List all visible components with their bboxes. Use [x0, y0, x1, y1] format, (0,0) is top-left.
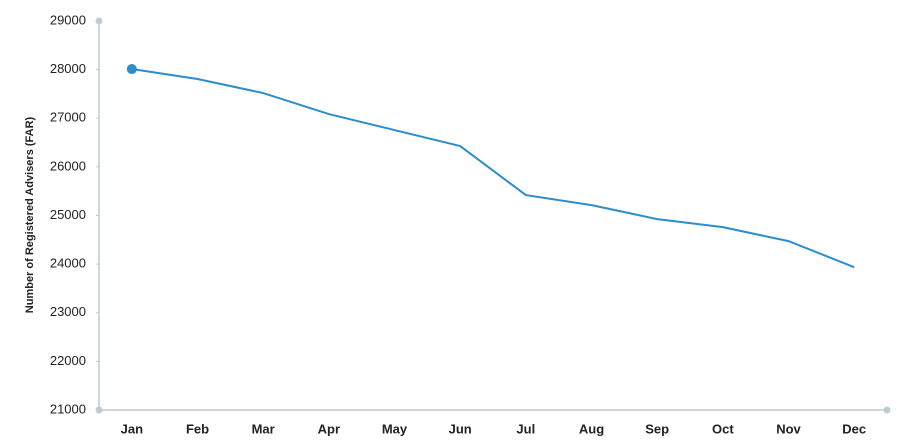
y-tick-label: 22000: [50, 353, 86, 368]
y-tick-label: 27000: [50, 110, 86, 125]
x-tick-label: Dec: [842, 421, 866, 436]
x-tick-label: Nov: [776, 421, 801, 436]
x-tick-label: Aug: [579, 421, 604, 436]
x-tick-label: Mar: [252, 421, 275, 436]
y-tick-label: 29000: [50, 12, 86, 27]
x-tick-label: Jul: [516, 421, 535, 436]
y-tick-label: 21000: [50, 401, 86, 416]
axis-end: [883, 406, 891, 414]
x-tick-label: Jan: [121, 421, 143, 436]
data-point: [126, 64, 137, 75]
y-tick-label: 24000: [50, 256, 86, 271]
y-tick-label: 23000: [50, 304, 86, 319]
y-axis-label: Number of Registered Advisers (FAR): [24, 116, 36, 313]
x-tick-label: May: [382, 421, 408, 436]
x-tick-label: Oct: [712, 421, 734, 436]
y-tick-label: 28000: [50, 61, 86, 76]
x-tick-label: Apr: [318, 421, 340, 436]
y-tick-label: 25000: [50, 207, 86, 222]
x-tick-label: Feb: [186, 421, 209, 436]
y-tick-label: 26000: [50, 158, 86, 173]
x-tick-label: Jun: [449, 421, 472, 436]
data-line: [131, 68, 855, 269]
x-tick-label: Sep: [645, 421, 669, 436]
